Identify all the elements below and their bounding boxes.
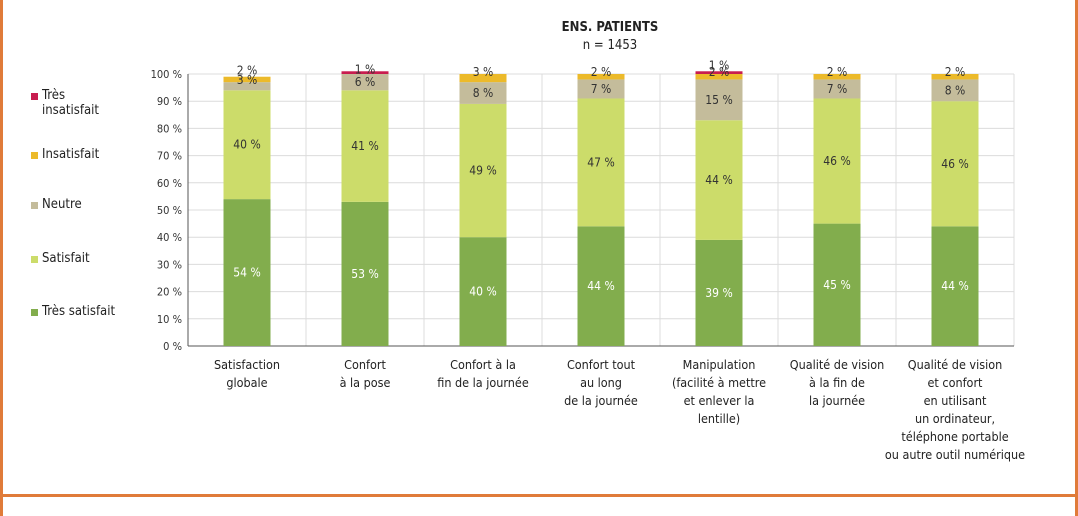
bar-segment <box>695 74 743 80</box>
bar-segment <box>341 71 389 74</box>
data-label: 2 % <box>591 65 612 79</box>
data-label: 44 % <box>941 279 968 293</box>
legend-item-tres-insatisfait: Très insatisfait <box>31 88 141 118</box>
data-label: 39 % <box>705 286 732 300</box>
x-category-label: Qualité de vision et confort en utilisant u… <box>885 357 1025 462</box>
chart-subtitle: n = 1453 <box>582 38 638 53</box>
data-label: 2 % <box>945 65 966 79</box>
bar-segment <box>459 82 507 104</box>
bar-segment <box>341 201 389 346</box>
x-category-label: Confort à la pose <box>340 357 391 390</box>
data-label: 41 % <box>351 139 378 153</box>
bar-segment <box>813 223 861 346</box>
bar-segment <box>813 79 861 99</box>
y-tick-label: 70 % <box>157 150 182 163</box>
legend-swatch-tres-insatisfait <box>31 93 38 100</box>
data-label: 1 % <box>355 62 376 76</box>
x-category-label: Confort à la fin de la journée <box>437 357 529 390</box>
y-tick-label: 30 % <box>157 258 182 271</box>
data-label: 8 % <box>945 83 966 97</box>
x-category-label: Manipulation (facilité à mettre et enlever… <box>672 357 766 426</box>
y-tick-label: 100 % <box>151 68 182 81</box>
x-category-label: Confort tout au long de la journée <box>564 357 638 408</box>
data-label: 2 % <box>237 64 258 78</box>
data-label: 15 % <box>705 93 732 107</box>
legend-label-neutre: Neutre <box>42 197 82 212</box>
bar-segment <box>813 98 861 224</box>
legend-swatch-tres-satisfait <box>31 309 38 316</box>
bar-segment <box>577 79 625 99</box>
bar-segment <box>223 199 271 346</box>
legend-item-tres-satisfait: Très satisfait <box>31 304 141 319</box>
data-label: 53 % <box>351 267 378 281</box>
legend-label-insatisfait: Insatisfait <box>42 147 100 162</box>
bar-segment <box>223 82 271 91</box>
bar-segment <box>931 74 979 80</box>
bar-segment <box>577 74 625 80</box>
x-category-label: Satisfaction globale <box>214 357 280 390</box>
bar-segment <box>223 76 271 83</box>
y-tick-label: 40 % <box>157 231 182 244</box>
data-label: 2 % <box>827 65 848 79</box>
bar-segment <box>931 101 979 227</box>
bar-segment <box>577 226 625 346</box>
data-label: 7 % <box>827 82 848 96</box>
legend-swatch-satisfait <box>31 256 38 263</box>
bar-segment <box>577 98 625 227</box>
data-label: 44 % <box>587 279 614 293</box>
bar-segment <box>695 71 743 74</box>
legend-swatch-neutre <box>31 202 38 209</box>
bar-segment <box>695 120 743 240</box>
data-label: 44 % <box>705 173 732 187</box>
legend-item-insatisfait: Insatisfait <box>31 147 141 162</box>
bar-segment <box>341 74 389 91</box>
bar-segment <box>931 79 979 102</box>
y-tick-label: 10 % <box>157 313 182 326</box>
data-label: 7 % <box>591 82 612 96</box>
legend-item-neutre: Neutre <box>31 197 141 212</box>
legend-item-satisfait: Satisfait <box>31 251 141 266</box>
data-label: 8 % <box>473 86 494 100</box>
data-label: 46 % <box>941 157 968 171</box>
bar-segment <box>341 90 389 202</box>
bar-segment <box>459 103 507 238</box>
data-label: 49 % <box>469 164 496 178</box>
data-label: 45 % <box>823 278 850 292</box>
data-label: 54 % <box>233 266 260 280</box>
y-tick-label: 90 % <box>157 95 182 108</box>
legend-label-satisfait: Satisfait <box>42 251 90 266</box>
bar-segment <box>695 239 743 346</box>
y-tick-label: 20 % <box>157 286 182 299</box>
data-label: 2 % <box>709 65 730 79</box>
legend-label-tres-satisfait: Très satisfait <box>42 304 116 319</box>
y-tick-label: 60 % <box>157 177 182 190</box>
data-label: 40 % <box>469 285 496 299</box>
data-label: 6 % <box>355 75 376 89</box>
legend-swatch-insatisfait <box>31 152 38 159</box>
data-label: 3 % <box>473 65 494 79</box>
y-tick-label: 0 % <box>163 340 182 353</box>
x-category-label: Qualité de vision à la fin de la journée <box>790 357 884 408</box>
bar-segment <box>813 74 861 80</box>
legend-label-tres-insatisfait: Très insatisfait <box>42 88 99 118</box>
bar-segment <box>223 90 271 200</box>
data-label: 47 % <box>587 155 614 169</box>
data-label: 3 % <box>237 73 258 87</box>
bar-segment <box>459 237 507 346</box>
frame-bottom-border <box>0 494 1078 497</box>
bar-segment <box>695 79 743 121</box>
data-label: 1 % <box>709 58 730 72</box>
bar-segment <box>459 74 507 83</box>
chart-title: ENS. PATIENTS <box>561 20 659 35</box>
data-label: 40 % <box>233 138 260 152</box>
data-label: 46 % <box>823 154 850 168</box>
y-tick-label: 80 % <box>157 122 182 135</box>
bar-segment <box>931 226 979 346</box>
y-tick-label: 50 % <box>157 204 182 217</box>
